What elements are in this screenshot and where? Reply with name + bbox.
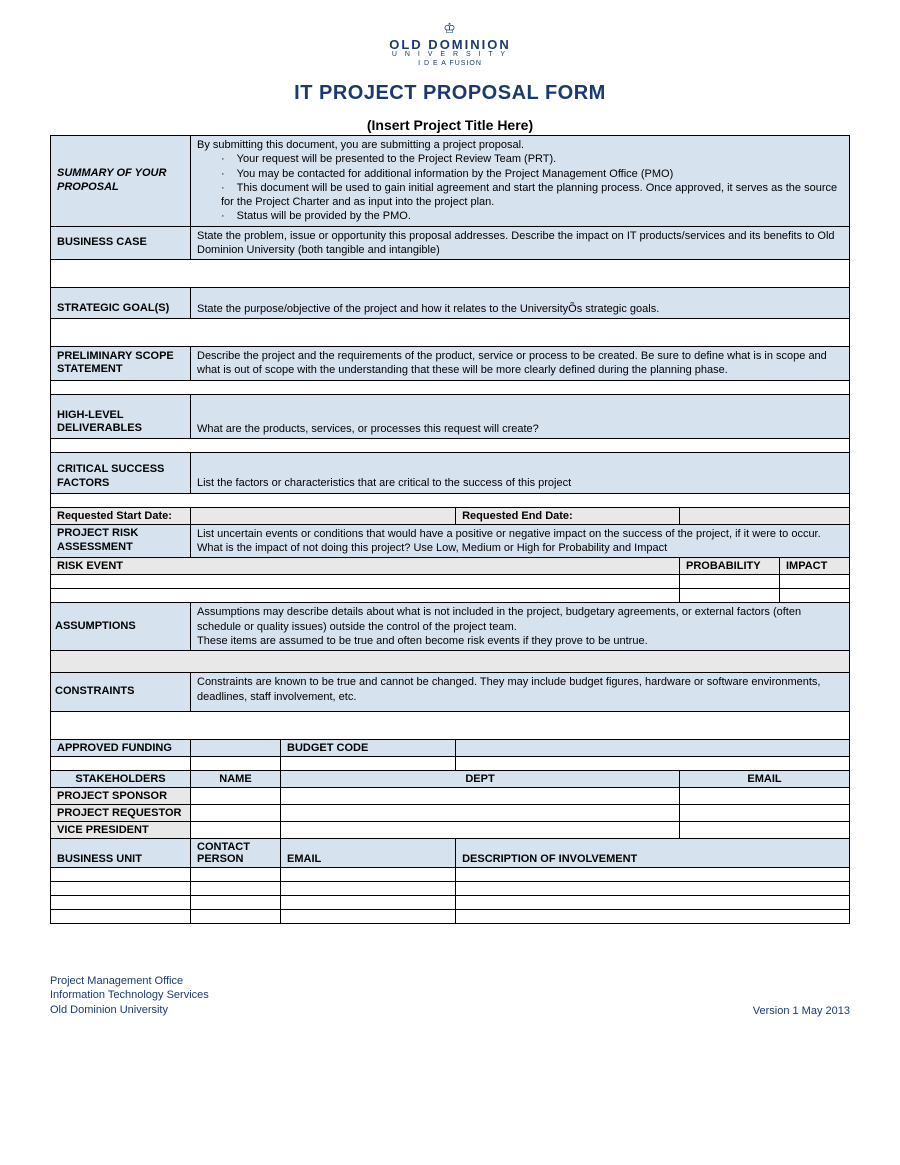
- risk-impact-header: IMPACT: [780, 558, 850, 575]
- risk-event-header: RISK EVENT: [51, 558, 680, 575]
- csf-label: CRITICAL SUCCESS FACTORS: [51, 453, 191, 494]
- business-unit-header: BUSINESS UNIT: [51, 838, 191, 867]
- assumptions-desc: Assumptions may describe details about w…: [191, 603, 850, 651]
- csf-desc: List the factors or characteristics that…: [191, 453, 850, 494]
- crown-icon: ♔: [50, 20, 850, 37]
- university-subtitle: U N I V E R S I T Y: [50, 51, 850, 58]
- proposal-form-table: SUMMARY OF YOUR PROPOSAL By submitting t…: [50, 135, 850, 924]
- stakeholders-dept-header: DEPT: [281, 770, 680, 787]
- summary-content: By submitting this document, you are sub…: [191, 136, 850, 227]
- constraints-label: CONSTRAINTS: [51, 673, 191, 712]
- csf-input[interactable]: [51, 493, 850, 507]
- summary-bullet: Status will be provided by the PMO.: [221, 209, 843, 223]
- footer-office: Project Management Office: [50, 974, 209, 988]
- deliverables-label: HIGH-LEVEL DELIVERABLES: [51, 394, 191, 439]
- risk-prob-input[interactable]: [680, 589, 780, 603]
- university-tagline: I D E A FUSION: [50, 60, 850, 67]
- start-date-input[interactable]: [191, 507, 456, 524]
- involvement-header: DESCRIPTION OF INVOLVEMENT: [456, 838, 850, 867]
- strategic-goals-desc: State the purpose/objective of the proje…: [191, 288, 850, 319]
- bu-email-header: EMAIL: [281, 838, 456, 867]
- project-sponsor-label: PROJECT SPONSOR: [51, 787, 191, 804]
- scope-label: PRELIMINARY SCOPE STATEMENT: [51, 347, 191, 381]
- risk-desc: List uncertain events or conditions that…: [191, 524, 850, 558]
- start-date-label: Requested Start Date:: [51, 507, 191, 524]
- deliverables-desc: What are the products, services, or proc…: [191, 394, 850, 439]
- approved-funding-label: APPROVED FUNDING: [51, 739, 191, 756]
- page-footer: Project Management Office Information Te…: [50, 974, 850, 1017]
- stakeholders-email-header: EMAIL: [680, 770, 850, 787]
- footer-version: Version 1 May 2013: [753, 1005, 850, 1017]
- business-case-label: BUSINESS CASE: [51, 226, 191, 260]
- vice-president-label: VICE PRESIDENT: [51, 821, 191, 838]
- footer-univ: Old Dominion University: [50, 1003, 209, 1017]
- business-case-desc: State the problem, issue or opportunity …: [191, 226, 850, 260]
- stakeholders-name-header: NAME: [191, 770, 281, 787]
- end-date-input[interactable]: [680, 507, 850, 524]
- risk-label: PROJECT RISK ASSESSMENT: [51, 524, 191, 558]
- risk-impact-input[interactable]: [780, 575, 850, 589]
- constraints-desc: Constraints are known to be true and can…: [191, 673, 850, 712]
- assumptions-input[interactable]: [51, 651, 850, 673]
- constraints-input[interactable]: [51, 711, 850, 739]
- deliverables-input[interactable]: [51, 439, 850, 453]
- project-title-placeholder: (Insert Project Title Here): [50, 117, 850, 133]
- approved-funding-input[interactable]: [191, 739, 281, 756]
- university-name: OLD DOMINION: [50, 37, 850, 52]
- risk-prob-input[interactable]: [680, 575, 780, 589]
- budget-code-label: BUDGET CODE: [281, 739, 456, 756]
- summary-label: SUMMARY OF YOUR PROPOSAL: [51, 136, 191, 227]
- budget-code-input[interactable]: [456, 739, 850, 756]
- scope-desc: Describe the project and the requirement…: [191, 347, 850, 381]
- strategic-goals-input[interactable]: [51, 319, 850, 347]
- risk-prob-header: PROBABILITY: [680, 558, 780, 575]
- summary-bullet: Your request will be presented to the Pr…: [221, 152, 843, 166]
- business-case-input[interactable]: [51, 260, 850, 288]
- risk-impact-input[interactable]: [780, 589, 850, 603]
- stakeholders-header: STAKEHOLDERS: [51, 770, 191, 787]
- risk-event-input[interactable]: [51, 589, 680, 603]
- summary-bullet: This document will be used to gain initi…: [221, 181, 843, 210]
- form-title: IT PROJECT PROPOSAL FORM: [50, 82, 850, 105]
- project-requestor-label: PROJECT REQUESTOR: [51, 804, 191, 821]
- assumptions-label: ASSUMPTIONS: [51, 603, 191, 651]
- summary-bullet: You may be contacted for additional info…: [221, 167, 843, 181]
- scope-input[interactable]: [51, 380, 850, 394]
- risk-event-input[interactable]: [51, 575, 680, 589]
- university-logo: ♔ OLD DOMINION U N I V E R S I T Y I D E…: [50, 20, 850, 67]
- footer-dept: Information Technology Services: [50, 988, 209, 1002]
- contact-person-header: CONTACT PERSON: [191, 838, 281, 867]
- end-date-label: Requested End Date:: [456, 507, 680, 524]
- strategic-goals-label: STRATEGIC GOAL(S): [51, 288, 191, 319]
